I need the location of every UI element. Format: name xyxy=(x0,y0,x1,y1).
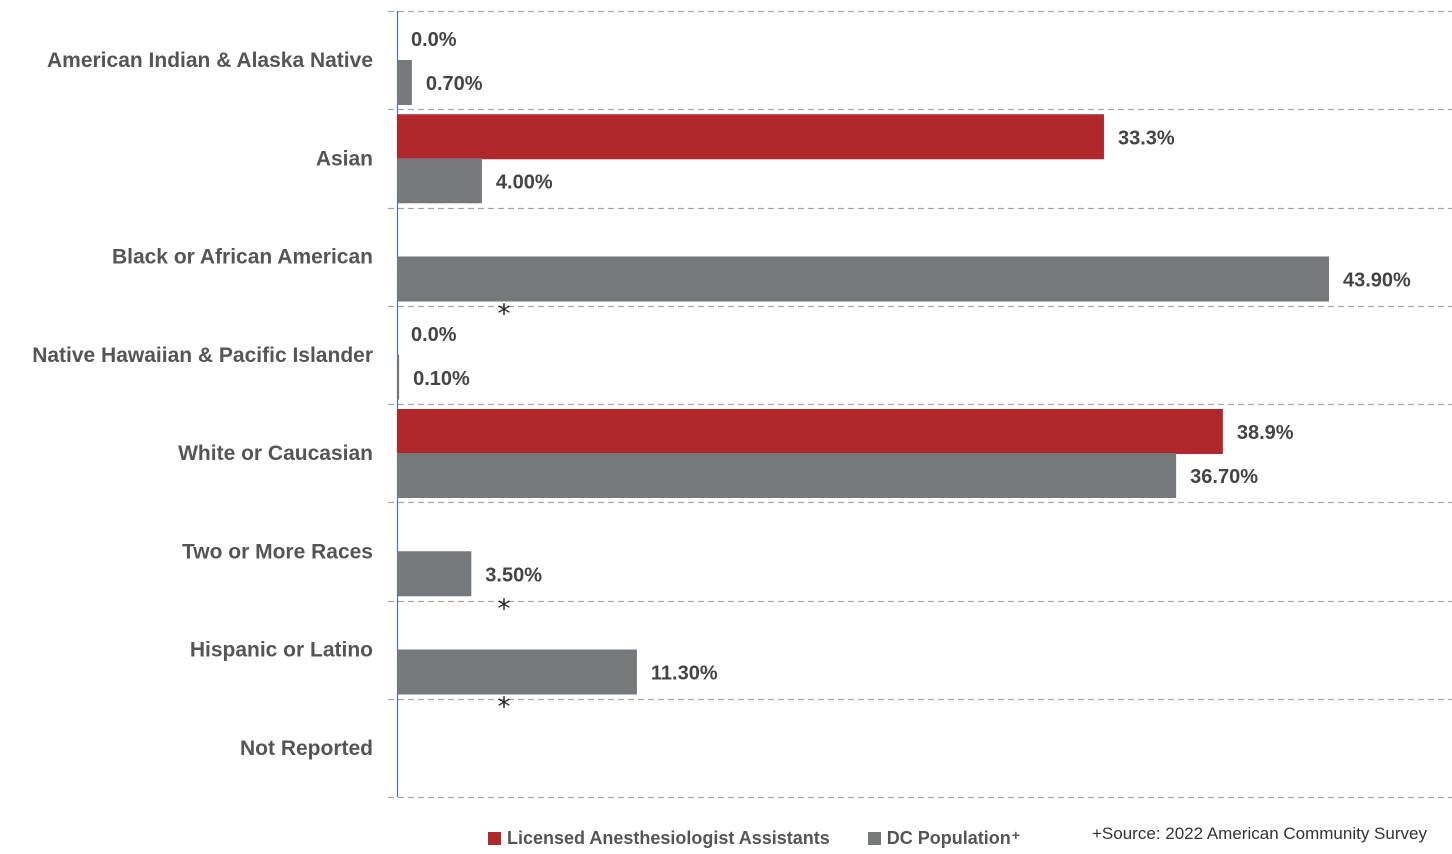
bar-dc xyxy=(397,60,412,105)
bar-laa xyxy=(397,409,1223,454)
bar-dc xyxy=(397,354,400,400)
data-label-laa: 38.9% xyxy=(1237,422,1294,444)
bar-dc xyxy=(397,158,482,204)
source-note: +Source: 2022 American Community Survey xyxy=(1092,824,1427,843)
bar-dc xyxy=(397,256,1329,302)
bar-dc xyxy=(397,649,637,695)
data-label-laa: 0.0% xyxy=(411,324,457,346)
legend-item-laa: Licensed Anesthesiologist Assistants xyxy=(488,828,830,849)
legend-label-dc: DC Population xyxy=(886,828,1011,848)
category-label: Native Hawaiian & Pacific Islander xyxy=(32,344,373,367)
data-label-dc: 0.10% xyxy=(413,368,470,390)
category-label: Asian xyxy=(316,147,373,170)
category-label: White or Caucasian xyxy=(178,442,373,465)
data-label-dc: 36.70% xyxy=(1190,466,1258,488)
suppressed-marker: * xyxy=(498,594,511,624)
legend: Licensed Anesthesiologist Assistants DC … xyxy=(488,826,1058,849)
category-label: Black or African American xyxy=(112,246,373,269)
legend-swatch-dc xyxy=(867,832,881,845)
category-label: Two or More Races xyxy=(182,540,373,563)
legend-swatch-laa xyxy=(488,832,501,845)
data-label-laa: 33.3% xyxy=(1118,127,1175,149)
data-label-dc: 11.30% xyxy=(651,663,718,685)
category-label: American Indian & Alaska Native xyxy=(47,49,373,72)
suppressed-marker: * xyxy=(498,300,511,330)
bar-dc xyxy=(397,453,1177,498)
suppressed-marker: * xyxy=(498,693,511,723)
bar-dc xyxy=(397,551,472,597)
legend-label-laa: Licensed Anesthesiologist Assistants xyxy=(507,828,830,848)
legend-label-dc-suffix: + xyxy=(1011,826,1020,843)
data-label-dc: 3.50% xyxy=(485,564,542,586)
data-label-dc: 0.70% xyxy=(426,73,483,95)
data-label-dc: 43.90% xyxy=(1343,270,1411,292)
category-label: Hispanic or Latino xyxy=(190,639,373,662)
legend-item-dc: DC Population + xyxy=(867,826,1020,849)
data-label-laa: 0.0% xyxy=(411,29,457,51)
category-label: Not Reported xyxy=(240,737,373,760)
data-label-dc: 4.00% xyxy=(496,171,553,193)
bar-laa xyxy=(397,114,1104,160)
